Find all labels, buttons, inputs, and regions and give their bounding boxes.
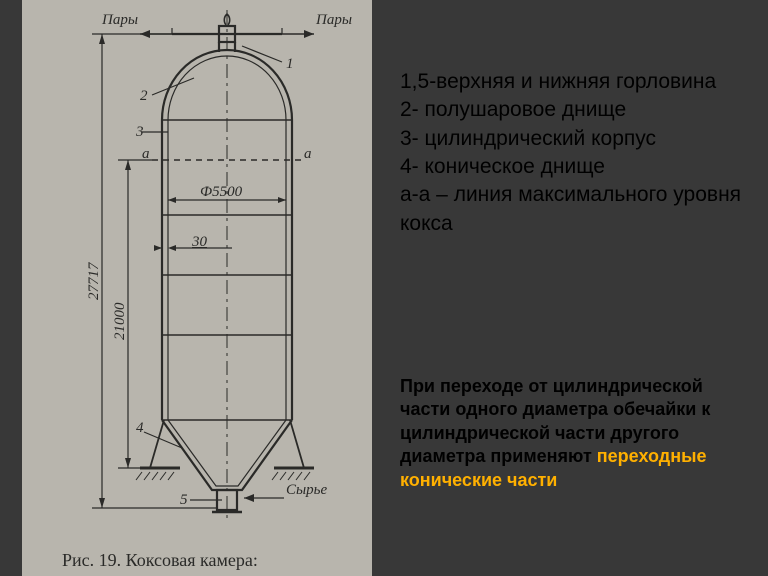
height-cyl: 21000 [112,302,128,340]
callout-4: 4 [136,420,144,436]
diameter-label: Ф5500 [200,184,243,200]
vapors-right-label: Пары [315,12,352,28]
vessel-diagram: Пары Пары 1 2 3 4 5 а а Ф5500 30 Сырье 2… [22,0,372,576]
legend-block: 1,5-верхняя и нижняя горловина 2- полуша… [400,68,750,238]
callout-3: 3 [135,124,144,140]
callout-2: 2 [140,88,148,104]
feed-label: Сырье [286,482,327,498]
callout-5: 5 [180,492,188,508]
legend-line-1: 1,5-верхняя и нижняя горловина [400,68,750,96]
section-a-right: а [304,146,312,162]
vapors-left-label: Пары [101,12,138,28]
note-block: При переходе от цилиндрической части одн… [400,375,750,492]
wall-label: 30 [191,234,208,250]
figure-caption: Рис. 19. Коксовая камера: [62,550,258,570]
diagram-panel: Пары Пары 1 2 3 4 5 а а Ф5500 30 Сырье 2… [22,0,372,576]
legend-line-5: а-а – линия максимального уровня кокса [400,181,750,238]
section-a-left: а [142,146,150,162]
legend-line-4: 4- коническое днище [400,153,750,181]
legend-line-3: 3- цилиндрический корпус [400,125,750,153]
legend-line-2: 2- полушаровое днище [400,96,750,124]
height-total: 27717 [86,261,102,300]
callout-1: 1 [286,56,294,72]
